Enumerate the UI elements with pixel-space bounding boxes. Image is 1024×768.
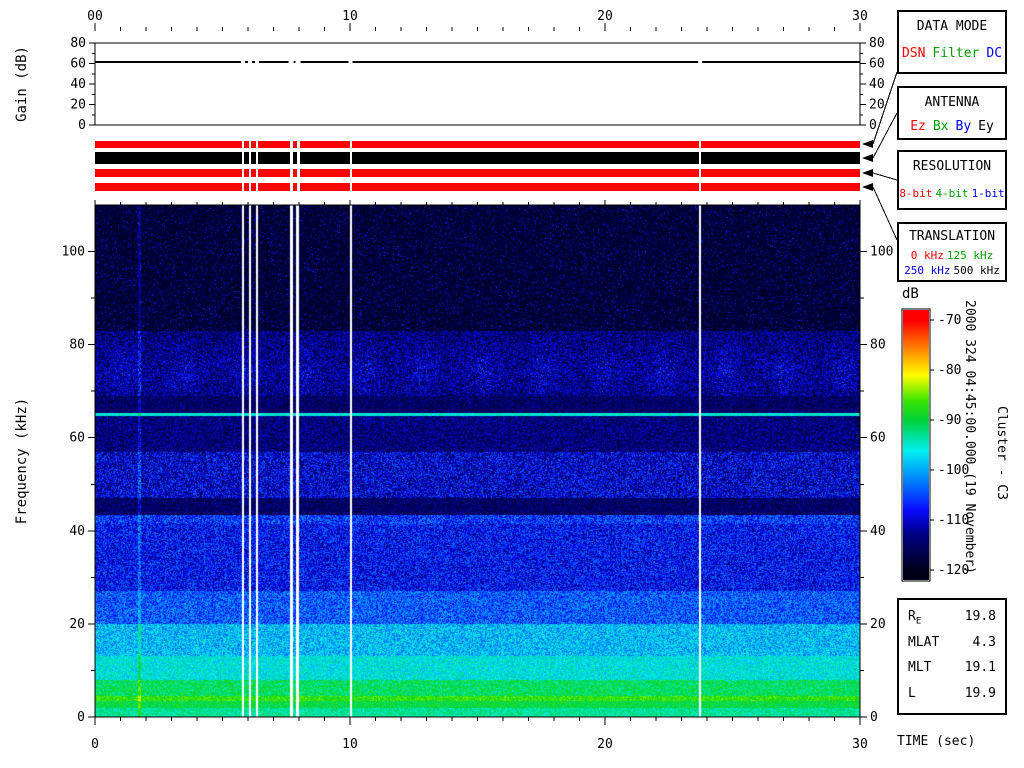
legend-item: By bbox=[955, 119, 972, 134]
svg-text:0: 0 bbox=[78, 118, 86, 133]
antenna-legend-box: ANTENNA Ez Bx By Ey bbox=[897, 86, 1007, 140]
time-axis-label: TIME (sec) bbox=[897, 734, 976, 749]
data-gap bbox=[241, 140, 244, 192]
ephemeris-value: 4.3 bbox=[972, 634, 996, 650]
ephemeris-row: L 19.9 bbox=[899, 686, 1005, 704]
ephemeris-label: MLT bbox=[908, 660, 932, 676]
svg-text:60: 60 bbox=[869, 57, 885, 72]
legend-title: DATA MODE bbox=[916, 19, 988, 34]
colorbar-unit-label: dB bbox=[902, 286, 919, 302]
legend-item: DSN bbox=[901, 46, 926, 61]
connector-arrow bbox=[862, 140, 873, 148]
translation-legend-box: TRANSLATION 0 kHz 125 kHz 250 kHz 500 kHz bbox=[897, 222, 1007, 282]
legend-item: Filter bbox=[932, 46, 980, 61]
frequency-axis-label: Frequency (kHz) bbox=[14, 397, 30, 525]
svg-text:80: 80 bbox=[870, 338, 886, 353]
ephemeris-row: MLT 19.1 bbox=[899, 660, 1005, 678]
datetime-label: 2000 324 04:45:00.000 (19 November) bbox=[962, 300, 977, 574]
ephemeris-label: L bbox=[908, 685, 916, 701]
ephemeris-label: MLAT bbox=[908, 634, 940, 650]
data-gap bbox=[349, 140, 352, 192]
connector-arrow bbox=[862, 183, 873, 191]
legend-title: ANTENNA bbox=[924, 95, 980, 110]
svg-text:-70: -70 bbox=[938, 313, 961, 328]
ephemeris-value: 19.8 bbox=[964, 609, 996, 624]
svg-text:0: 0 bbox=[77, 710, 85, 725]
status-bar-data-mode bbox=[95, 141, 860, 148]
legend-title: RESOLUTION bbox=[912, 159, 992, 174]
legend-item: DC bbox=[986, 46, 1003, 61]
svg-text:60: 60 bbox=[69, 431, 85, 446]
svg-text:20: 20 bbox=[870, 617, 886, 632]
svg-text:40: 40 bbox=[70, 77, 86, 92]
svg-text:20: 20 bbox=[597, 9, 613, 24]
svg-text:30: 30 bbox=[852, 737, 868, 752]
svg-text:100: 100 bbox=[62, 245, 85, 260]
status-bar-resolution bbox=[95, 169, 860, 177]
ephemeris-value: 19.1 bbox=[964, 660, 996, 676]
data-gap bbox=[699, 140, 702, 192]
colorbar-gradient bbox=[903, 310, 929, 580]
svg-text:60: 60 bbox=[70, 57, 86, 72]
svg-text:0: 0 bbox=[91, 737, 99, 752]
legend-item: 8-bit bbox=[899, 187, 933, 200]
svg-text:10: 10 bbox=[342, 737, 358, 752]
spectrogram-canvas bbox=[95, 205, 860, 717]
ephemeris-box: RE 19.8 MLAT 4.3 MLT 19.1 L 19.9 bbox=[897, 598, 1007, 715]
svg-text:10: 10 bbox=[342, 9, 358, 24]
legend-item: Ey bbox=[978, 119, 994, 134]
legend-item: Ez bbox=[910, 119, 926, 134]
svg-text:0: 0 bbox=[869, 118, 877, 133]
legend-item: 500 kHz bbox=[953, 264, 1000, 277]
legend-item: 4-bit bbox=[935, 187, 969, 200]
svg-text:00: 00 bbox=[87, 9, 103, 24]
legend-item: 0 kHz bbox=[910, 249, 944, 262]
legend-item: Bx bbox=[932, 119, 949, 134]
legend-values: 250 kHz 500 kHz bbox=[899, 264, 1005, 277]
gain-axis-label: Gain (dB) bbox=[14, 46, 30, 122]
data-mode-legend-box: DATA MODE DSN Filter DC bbox=[897, 10, 1007, 74]
svg-text:60: 60 bbox=[870, 431, 886, 446]
ephemeris-row: RE 19.8 bbox=[899, 609, 1005, 627]
legend-title: TRANSLATION bbox=[908, 229, 996, 244]
svg-text:80: 80 bbox=[869, 36, 885, 51]
resolution-legend-box: RESOLUTION 8-bit 4-bit 1-bit bbox=[897, 150, 1007, 210]
legend-item: 250 kHz bbox=[904, 264, 951, 277]
data-gap bbox=[249, 140, 251, 192]
legend-values: 8-bit 4-bit 1-bit bbox=[899, 187, 1005, 200]
ephemeris-value: 19.9 bbox=[964, 685, 996, 701]
legend-item: 1-bit bbox=[971, 187, 1005, 200]
spacecraft-label: Cluster - C3 bbox=[994, 406, 1009, 500]
legend-values: DSN Filter DC bbox=[899, 46, 1005, 61]
svg-text:40: 40 bbox=[870, 524, 886, 539]
legend-item: 125 kHz bbox=[946, 249, 994, 262]
svg-text:-90: -90 bbox=[938, 413, 961, 428]
svg-text:30: 30 bbox=[852, 9, 868, 24]
status-bar-translation bbox=[95, 183, 860, 191]
legend-values: 0 kHz 125 kHz bbox=[899, 249, 1005, 262]
data-gap bbox=[255, 140, 258, 192]
connector-arrow bbox=[862, 154, 873, 162]
svg-text:80: 80 bbox=[69, 338, 85, 353]
legend-values: Ez Bx By Ey bbox=[899, 119, 1005, 134]
data-gap bbox=[289, 140, 293, 192]
svg-text:20: 20 bbox=[597, 737, 613, 752]
data-gap bbox=[296, 140, 300, 192]
connector-arrow bbox=[862, 169, 873, 177]
svg-text:80: 80 bbox=[70, 36, 86, 51]
status-bar-antenna bbox=[95, 152, 860, 164]
svg-text:0: 0 bbox=[870, 710, 878, 725]
svg-text:40: 40 bbox=[869, 77, 885, 92]
svg-text:20: 20 bbox=[70, 98, 86, 113]
ephemeris-label: RE bbox=[908, 609, 922, 627]
svg-text:-80: -80 bbox=[938, 363, 961, 378]
svg-text:40: 40 bbox=[69, 524, 85, 539]
svg-text:100: 100 bbox=[870, 245, 893, 260]
svg-text:20: 20 bbox=[869, 98, 885, 113]
svg-text:20: 20 bbox=[69, 617, 85, 632]
ephemeris-row: MLAT 4.3 bbox=[899, 635, 1005, 653]
